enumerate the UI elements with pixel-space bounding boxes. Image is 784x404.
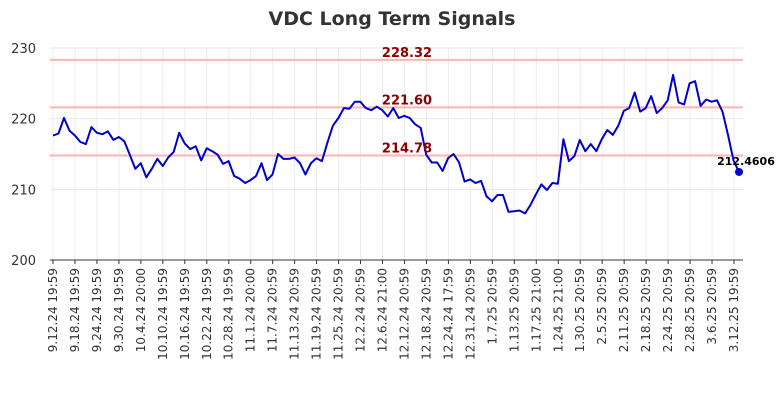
x-tick-label: 1.7.25 20:59 xyxy=(485,268,499,345)
x-tick-label: 3.6.25 20:59 xyxy=(705,268,719,345)
annotations: 228.32 221.60 214.78 212.4606 xyxy=(382,46,775,168)
x-tick-label: 11.25.24 20:59 xyxy=(332,268,346,360)
y-tick-label: 220 xyxy=(11,113,36,128)
x-tick-label: 12.12.24 20:59 xyxy=(397,268,411,360)
x-tick-label: 9.24.24 19:59 xyxy=(90,268,104,352)
x-tick-label: 1.17.25 21:00 xyxy=(529,268,543,352)
x-tick-label: 2.24.25 20:59 xyxy=(661,268,675,352)
y-tick-label: 230 xyxy=(11,42,36,57)
reference-line-label: 221.60 xyxy=(382,93,432,108)
x-tick-label: 2.28.25 20:59 xyxy=(683,268,697,352)
x-tick-label: 12.24.24 17:59 xyxy=(441,268,455,360)
x-tick-label: 2.11.25 20:59 xyxy=(617,268,631,352)
x-tick-label: 1.30.25 20:59 xyxy=(573,268,587,352)
x-tick-label: 10.22.24 19:59 xyxy=(200,268,214,360)
x-tick-label: 12.6.24 21:00 xyxy=(376,268,390,352)
y-tick-label: 210 xyxy=(11,183,36,198)
series-line xyxy=(52,73,740,215)
x-tick-label: 10.28.24 19:59 xyxy=(222,268,236,360)
y-tick-label: 200 xyxy=(11,254,36,269)
x-tick-label: 12.2.24 20:59 xyxy=(354,268,368,352)
x-tick-label: 9.30.24 19:59 xyxy=(112,268,126,352)
x-tick-label: 10.4.24 20:00 xyxy=(134,268,148,352)
x-tick-label: 11.1.24 20:00 xyxy=(244,268,258,352)
x-tick-label: 9.12.24 19:59 xyxy=(46,268,60,352)
last-point-marker xyxy=(735,167,743,176)
reference-lines xyxy=(50,58,743,157)
x-tick-label: 12.18.24 20:59 xyxy=(419,268,433,360)
x-tick-label: 10.16.24 19:59 xyxy=(178,268,192,360)
reference-line-label: 214.78 xyxy=(382,142,432,157)
x-tick-label: 11.19.24 20:59 xyxy=(310,268,324,360)
grid xyxy=(50,47,743,261)
x-tick-label: 9.18.24 19:59 xyxy=(68,268,82,352)
x-tick-label: 11.13.24 20:59 xyxy=(288,268,302,360)
x-tick-label: 1.13.25 20:59 xyxy=(507,268,521,352)
x-tick-label: 10.10.24 19:59 xyxy=(156,268,170,360)
axes: 200 210 220 230 9.12.24 19:59 9.18.24 19:59 9.… xyxy=(11,42,743,360)
series-layer xyxy=(52,73,743,215)
x-tick-label: 3.12.25 19:59 xyxy=(727,268,741,352)
x-tick-label: 2.5.25 20:59 xyxy=(595,268,609,345)
reference-line-label: 228.32 xyxy=(382,46,432,61)
chart-title: VDC Long Term Signals xyxy=(268,8,515,30)
x-tick-label: 2.18.25 20:59 xyxy=(639,268,653,352)
x-tick-label: 11.7.24 20:59 xyxy=(266,268,280,352)
last-value-label: 212.4606 xyxy=(717,155,775,168)
x-tick-label: 1.24.25 21:00 xyxy=(551,268,565,352)
x-tick-label: 12.31.24 20:59 xyxy=(463,268,477,360)
